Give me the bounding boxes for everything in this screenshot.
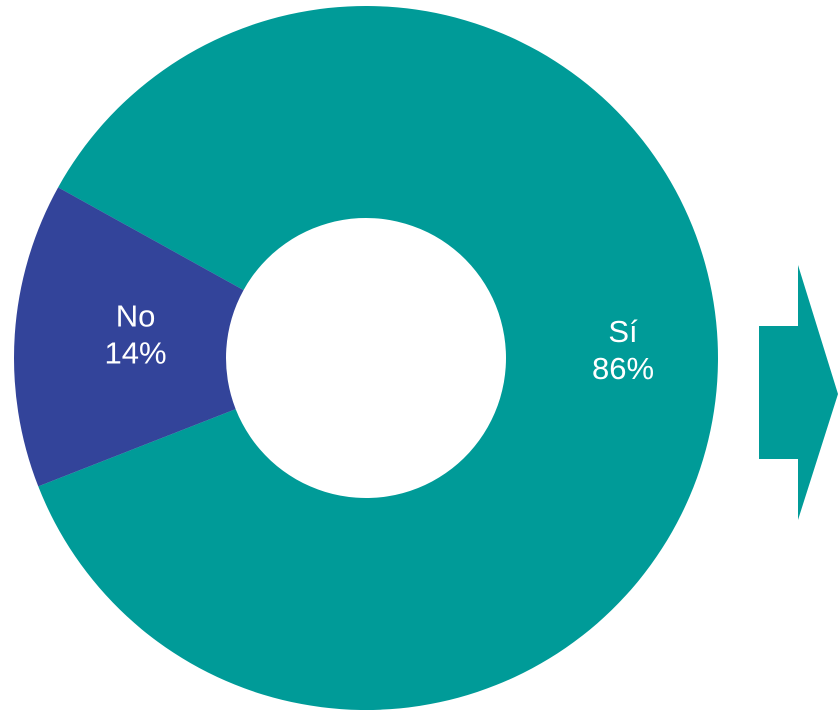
donut-slice-si [38, 5, 719, 711]
donut-slice-no [14, 187, 244, 487]
slice-category-label: Sí [608, 314, 638, 349]
slice-value-label: 14% [104, 336, 166, 371]
slice-value-label: 86% [592, 351, 654, 386]
right-arrow-icon [759, 265, 838, 520]
slice-category-label: No [116, 299, 156, 334]
donut-slices [14, 5, 719, 711]
